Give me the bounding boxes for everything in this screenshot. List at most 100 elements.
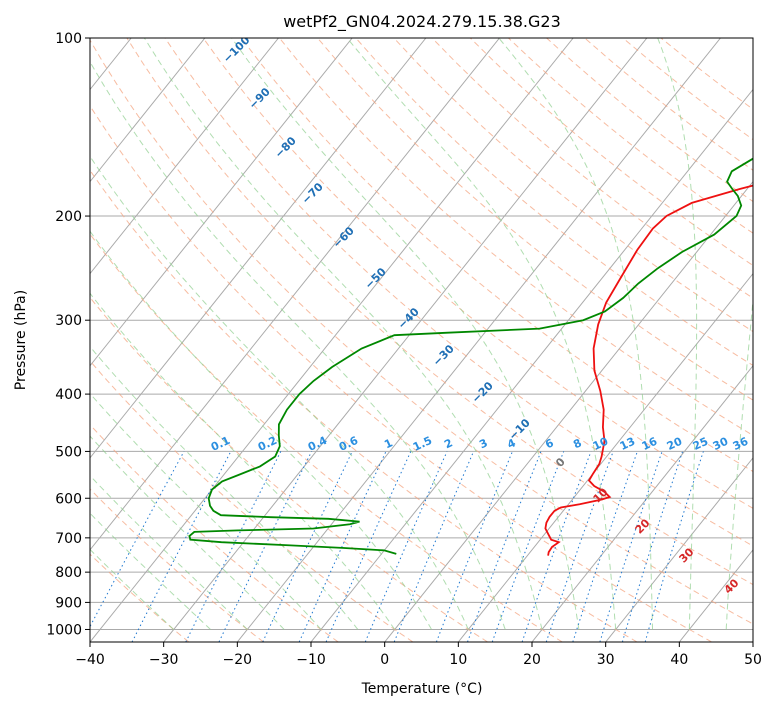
mixing-ratio-label: 13 (618, 435, 637, 453)
x-tick-label: 10 (449, 652, 467, 668)
mixing-ratio-line (521, 451, 592, 642)
moist-adiabat-line (231, 38, 580, 630)
dry-adiabat-line (126, 38, 753, 586)
dry-adiabat-line (90, 553, 190, 642)
y-tick-label: 200 (55, 209, 82, 225)
moist-adiabat-line (90, 292, 396, 630)
dry-adiabat-label: −60 (330, 224, 357, 251)
y-tick-label: 400 (55, 387, 82, 403)
y-tick-label: 1000 (46, 622, 82, 638)
mixing-ratio-line (325, 451, 412, 642)
dry-adiabat-label: −80 (272, 134, 299, 161)
dry-adiabat-line (164, 38, 753, 547)
moist-adiabat-line (657, 38, 698, 630)
mixing-ratio-line (599, 451, 663, 642)
moist-adiabat-label: 0 (553, 455, 568, 470)
dry-adiabat-line (355, 38, 753, 367)
mixing-ratio-line (218, 451, 313, 642)
dry-adiabat-line (393, 38, 753, 333)
isotherm-line (457, 272, 753, 642)
mixing-ratio-label: 30 (711, 435, 731, 453)
y-tick-label: 700 (55, 531, 82, 547)
mixing-ratio-line (621, 451, 684, 642)
moist-adiabat-label: 30 (677, 545, 697, 565)
moist-adiabat-line (346, 38, 617, 630)
x-tick-label: −30 (149, 652, 179, 668)
dry-adiabat-line (90, 105, 712, 642)
dry-adiabat-line (202, 38, 753, 509)
x-tick-label: 30 (597, 652, 615, 668)
moist-adiabat-line (725, 294, 753, 630)
mixing-ratio-label: 1.5 (411, 434, 434, 454)
y-tick-label: 800 (55, 565, 82, 581)
mixing-ratio-label: 20 (665, 435, 685, 453)
mixing-ratio-line (467, 451, 542, 642)
moist-adiabat-line (143, 38, 543, 630)
plot-frame (89, 37, 754, 643)
moist-adiabat-line (90, 548, 175, 630)
mixing-ratio-line (185, 451, 282, 642)
x-tick-label: 40 (670, 652, 688, 668)
isotherm-line (90, 38, 206, 183)
dry-adiabat-label: −50 (362, 265, 389, 292)
dry-adiabat-line (431, 38, 753, 299)
mixing-ratio-label: 6 (543, 436, 556, 451)
dry-adiabat-label: −40 (395, 305, 422, 332)
x-axis-title: Temperature (°C) (361, 681, 483, 697)
moist-adiabat-line (90, 345, 359, 630)
x-tick-label: 50 (744, 652, 762, 668)
moist-adiabat-line (498, 38, 653, 630)
dry-adiabat-line (90, 233, 563, 642)
moist-adiabat-line (90, 155, 469, 630)
chart-title: wetPf2_GN04.2024.279.15.38.G23 (283, 12, 561, 32)
dry-adiabat-line (584, 38, 753, 171)
moist-adiabat-line (90, 435, 285, 630)
isotherm-line (236, 38, 721, 642)
x-tick-label: 0 (380, 652, 389, 668)
mixing-ratio-label: 0.2 (256, 434, 279, 454)
isotherm-line (90, 38, 353, 367)
mixing-ratio-label: 25 (691, 435, 710, 453)
mixing-ratio-line (572, 451, 638, 642)
isotherm-line (90, 38, 500, 551)
moist-adiabat-line (90, 230, 432, 630)
isotherm-line (90, 38, 427, 459)
dry-adiabat-line (90, 169, 638, 642)
mixing-ratio-label: 36 (731, 435, 751, 453)
mixing-ratio-label: 10 (591, 435, 611, 453)
x-tick-label: −40 (75, 652, 105, 668)
isotherm-line (384, 180, 753, 642)
mixing-ratio-line (644, 451, 704, 642)
isotherm-line (90, 38, 279, 275)
mixing-ratio-label: 1 (382, 436, 394, 451)
isotherm-line (678, 549, 753, 642)
mixing-ratio-line (90, 451, 185, 628)
y-tick-label: 600 (55, 491, 82, 507)
isotherm-line (531, 364, 753, 642)
mixing-ratio-line (298, 451, 387, 642)
isotherm-line (90, 38, 574, 642)
mixing-ratio-label: 0.1 (209, 434, 232, 454)
moist-adiabat-line (90, 474, 248, 630)
y-tick-label: 300 (55, 313, 82, 329)
x-tick-label: 20 (523, 652, 541, 668)
dry-adiabat-line (317, 38, 753, 401)
dry-adiabat-label: −90 (246, 85, 273, 112)
dry-adiabat-line (90, 39, 753, 625)
mixing-ratio-label: 3 (477, 436, 489, 451)
dry-adiabat-line (546, 38, 753, 203)
dry-adiabat-line (90, 296, 488, 642)
mixing-ratio-line (262, 451, 353, 642)
moist-adiabat-label: 40 (722, 576, 742, 596)
mixing-ratio-line (545, 451, 614, 642)
isotherm-line (605, 457, 753, 642)
dry-adiabat-label: −70 (299, 180, 326, 207)
dry-adiabat-line (469, 38, 753, 267)
dry-adiabat-label: −20 (469, 379, 496, 406)
dry-adiabat-label: −30 (430, 342, 457, 369)
x-tick-label: −20 (223, 652, 253, 668)
moist-adiabat-label: 10 (591, 485, 611, 505)
temperature-profile-line (544, 184, 753, 556)
y-tick-label: 100 (55, 31, 82, 47)
